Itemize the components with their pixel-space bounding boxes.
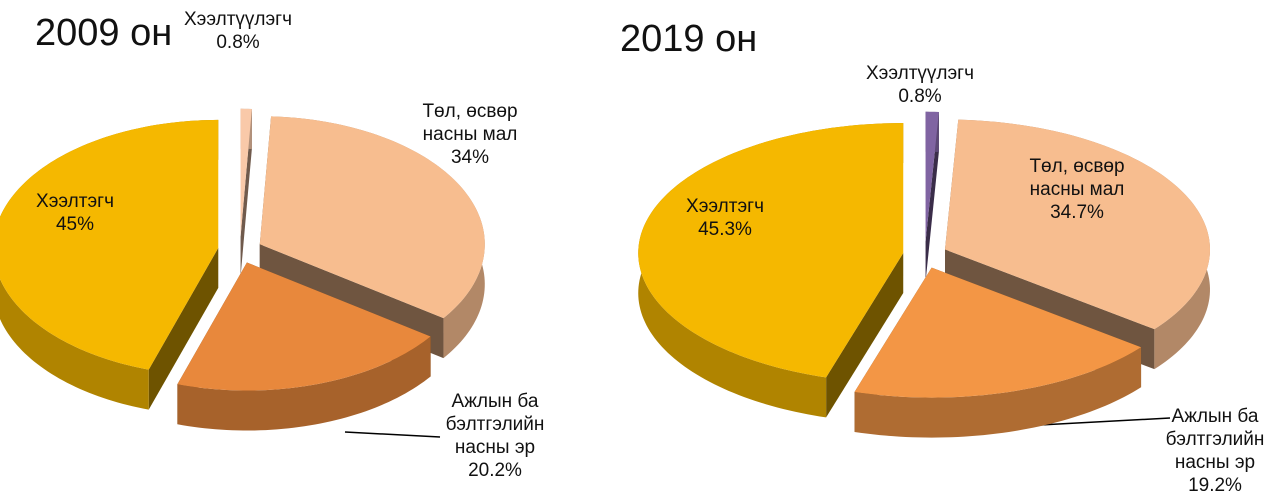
slice [944,119,1210,330]
slice [0,119,219,370]
slice-label: Хээлтүүлэгч 0.8% [163,8,313,54]
slice-wall [854,347,1142,438]
value-label: 45% [55,214,95,235]
slice-label: Хээлтэгч 45% [20,190,130,236]
category-label: Хээлтүүлэгч [865,63,975,84]
value-label: 34.7% [1050,202,1104,223]
slice-side [925,111,939,282]
slice-wall [177,336,431,431]
slice [854,267,1142,398]
slice-label: Төл, өсвөр насны мал 34.7% [1012,155,1142,224]
slice-side [826,253,904,418]
leader-line [1039,417,1171,426]
value-label: 19.2% [1188,475,1242,496]
category-label: Ажлын ба бэлтгэлийн насны эр [1165,406,1265,473]
slice-label: Ажлын ба бэлтгэлийн насны эр 20.2% [435,390,555,482]
category-label: Хээлтүүлэгч [183,9,293,30]
slice-side [240,108,252,277]
category-label: Хээлтэгч [36,191,114,212]
leader-line [344,431,441,438]
category-label: Ажлын ба бэлтгэлийн насны эр [445,391,545,458]
chart-title: 2019 он [620,18,758,60]
slice-side [148,247,219,410]
slice [638,123,904,378]
chart-title: 2009 он [35,12,173,54]
slice [177,262,431,391]
slice [925,111,939,242]
slice-label: Төл, өсвөр насны мал 34% [405,100,535,169]
value-label: 34% [450,147,490,168]
value-label: 0.8% [216,32,260,53]
slice [259,116,485,319]
value-label: 20.2% [468,460,522,481]
category-label: Төл, өсвөр насны мал [422,101,518,145]
value-label: 0.8% [898,86,942,107]
category-label: Төл, өсвөр насны мал [1029,156,1125,200]
slice [240,108,252,237]
slice-label: Ажлын ба бэлтгэлийн насны эр 19.2% [1155,405,1266,497]
category-label: Хээлтэгч [686,196,764,217]
slice-label: Хээлтэгч 45.3% [670,195,780,241]
slice-label: Хээлтүүлэгч 0.8% [845,62,995,108]
value-label: 45.3% [698,219,752,240]
